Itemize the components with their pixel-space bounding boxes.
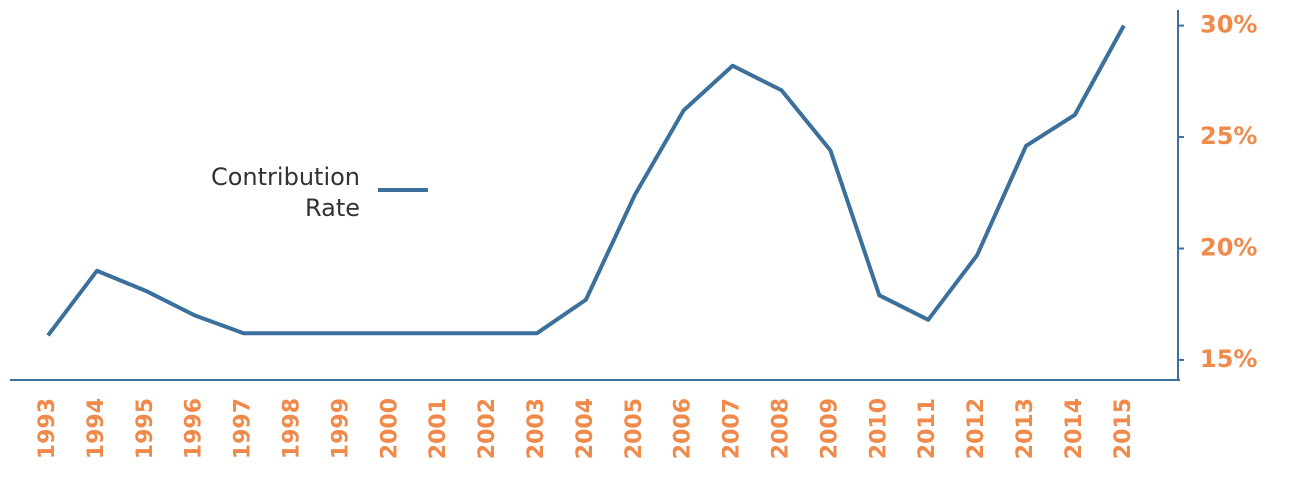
x-tick-label: 2002 [475,398,500,459]
x-tick-label: 2008 [769,398,794,459]
y-tick-label: 30% [1200,11,1257,39]
x-tick-label: 2003 [524,398,549,459]
x-tick-label: 1998 [280,398,305,459]
x-tick-label: 2001 [426,398,451,459]
x-tick-label: 2010 [866,398,891,459]
x-tick-label: 2011 [915,398,940,459]
x-tick-label: 1996 [182,398,207,459]
x-tick-label: 2000 [377,398,402,459]
x-tick-label: 2013 [1013,398,1038,459]
legend-label: Contribution Rate [210,163,360,222]
x-tick-label: 2015 [1111,398,1136,459]
x-tick-label: 1997 [231,398,256,459]
y-tick-label: 20% [1200,233,1257,261]
x-tick-label: 1995 [133,398,158,459]
x-tick-label: 2007 [720,398,745,459]
x-tick-label: 2005 [622,398,647,459]
x-tick-label: 2004 [573,398,598,459]
x-tick-label: 2006 [671,398,696,459]
x-tick-label: 1994 [84,398,109,459]
x-tick-label: 1993 [35,398,60,459]
x-tick-label: 2012 [964,398,989,459]
x-tick-label: 2009 [817,398,842,459]
x-tick-label: 1999 [328,398,353,459]
y-tick-label: 15% [1200,345,1257,373]
y-tick-label: 25% [1200,122,1257,150]
data-line [46,24,1126,337]
x-tick-label: 2014 [1062,398,1087,459]
